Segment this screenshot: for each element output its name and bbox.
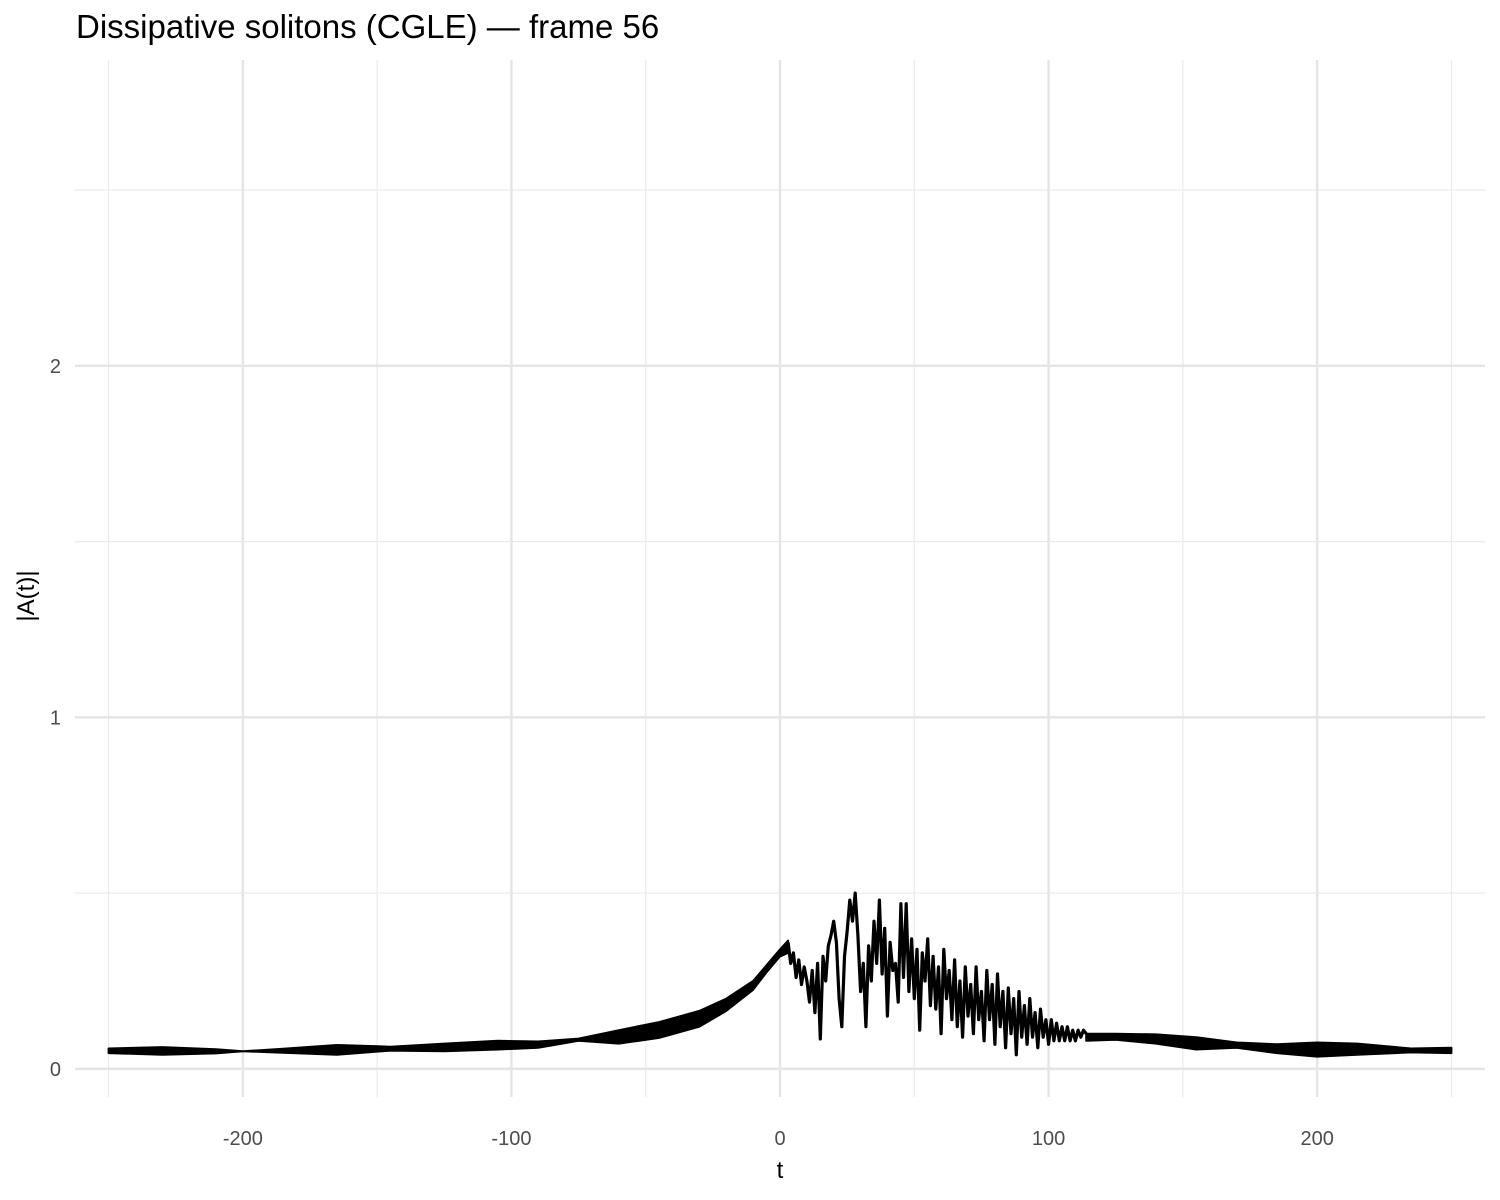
series-band-left [107, 939, 790, 1056]
x-tick-label: 0 [774, 1128, 785, 1150]
x-tick-label: 100 [1032, 1128, 1065, 1150]
x-tick-label: -100 [491, 1128, 531, 1150]
x-tick-label: -200 [223, 1128, 263, 1150]
series-band-right [1085, 1032, 1453, 1058]
series-group [107, 891, 1453, 1058]
x-axis-title: t [777, 1157, 784, 1184]
x-axis-ticks: -200 -100 0 100 200 [223, 1128, 1334, 1150]
chart-title: Dissipative solitons (CGLE) — frame 56 [76, 8, 660, 45]
major-gridlines [75, 60, 1485, 1097]
x-tick-label: 200 [1300, 1128, 1333, 1150]
y-tick-label: 2 [50, 356, 61, 378]
y-tick-label: 0 [50, 1059, 61, 1081]
y-axis-ticks: 0 1 2 [50, 356, 61, 1081]
minor-gridlines [75, 60, 1485, 1097]
y-tick-label: 1 [50, 707, 61, 729]
series-line [786, 891, 1088, 1057]
y-axis-title: |A(t)| [13, 570, 40, 621]
